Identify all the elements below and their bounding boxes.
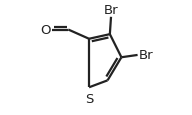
Text: Br: Br bbox=[139, 49, 153, 62]
Text: O: O bbox=[41, 24, 51, 37]
Text: S: S bbox=[85, 92, 93, 105]
Text: Br: Br bbox=[104, 4, 118, 17]
